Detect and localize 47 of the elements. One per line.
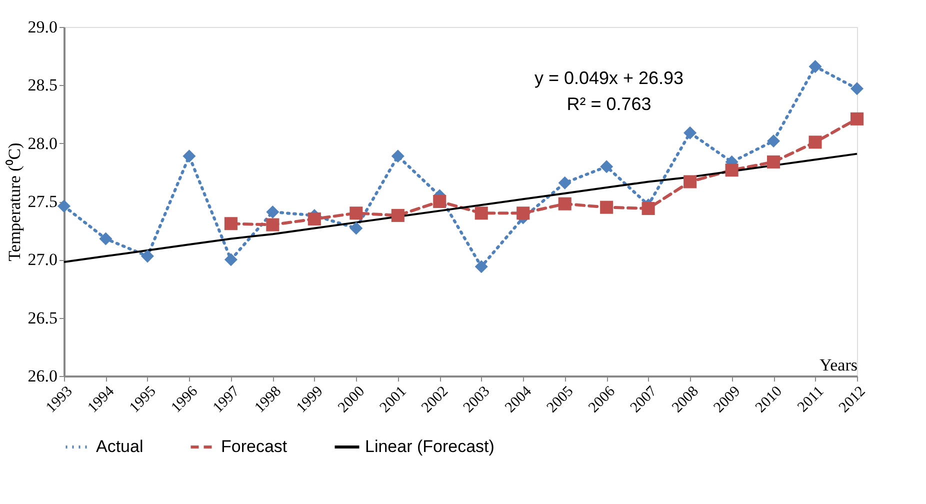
point xyxy=(516,206,530,220)
legend-label: Linear (Forecast) xyxy=(365,437,494,456)
point xyxy=(767,134,780,148)
legend-label: Actual xyxy=(96,437,144,456)
point xyxy=(725,164,738,177)
annotation: y = 0.049x + 26.93 xyxy=(534,68,684,88)
point xyxy=(308,212,321,226)
point xyxy=(474,260,488,274)
point xyxy=(850,82,864,96)
point xyxy=(99,232,112,246)
point xyxy=(808,60,822,74)
point xyxy=(600,200,614,214)
point xyxy=(266,205,280,218)
y-tick-label: 26.5 xyxy=(28,308,58,328)
point xyxy=(350,222,363,235)
x-tick-label: 2011 xyxy=(794,384,828,416)
point xyxy=(684,126,697,140)
point xyxy=(266,218,280,232)
legend-label: Forecast xyxy=(221,437,288,456)
point xyxy=(642,202,655,215)
annotation: R² = 0.763 xyxy=(566,94,652,114)
point xyxy=(182,150,196,163)
y-tick-label: 29.0 xyxy=(28,18,58,36)
point xyxy=(140,250,154,263)
point xyxy=(808,136,822,149)
point xyxy=(350,206,363,220)
y-tick-label: 26.0 xyxy=(28,366,58,386)
point xyxy=(600,160,614,174)
x-axis-title: Years xyxy=(820,356,858,374)
point xyxy=(433,194,446,208)
point xyxy=(684,175,697,188)
point xyxy=(767,155,780,168)
point xyxy=(391,150,404,163)
y-tick-label: 27.5 xyxy=(28,192,58,211)
y-tick-label: 28.5 xyxy=(28,76,58,95)
point xyxy=(558,176,572,190)
point xyxy=(224,253,238,266)
point xyxy=(224,217,238,230)
point xyxy=(474,206,488,220)
line-series xyxy=(63,152,858,263)
point xyxy=(558,197,572,210)
y-tick-label: 28.0 xyxy=(28,134,58,153)
y-axis-title: Temperature (⁰C) xyxy=(4,142,24,262)
point xyxy=(850,112,864,126)
y-tick-label: 27.0 xyxy=(28,250,58,270)
point xyxy=(391,208,404,222)
point xyxy=(57,200,71,213)
